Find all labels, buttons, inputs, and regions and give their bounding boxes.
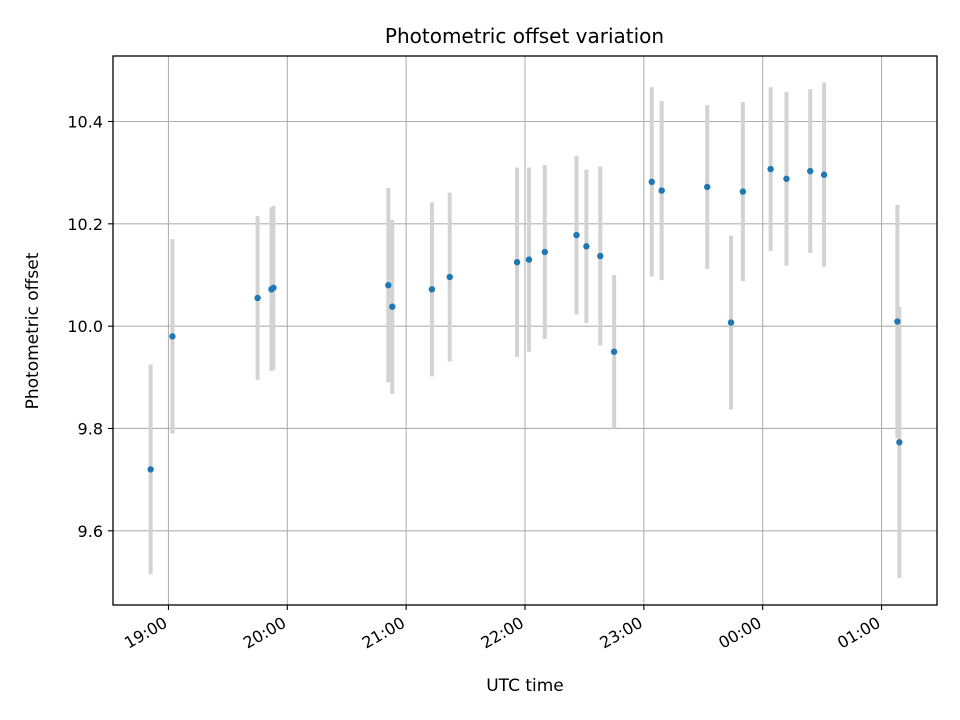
y-tick-label: 10.2: [67, 215, 103, 234]
y-axis-title: Photometric offset: [23, 252, 43, 409]
data-point: [389, 303, 396, 310]
data-point: [513, 258, 521, 266]
y-tick-label: 9.6: [78, 522, 103, 541]
x-axis-title: UTC time: [486, 676, 564, 696]
data-point: [894, 318, 901, 325]
data-point: [820, 171, 828, 178]
data-point: [597, 252, 604, 260]
data-point: [428, 286, 436, 293]
data-point: [896, 439, 903, 446]
data-point: [270, 284, 277, 291]
data-point: [739, 188, 747, 195]
data-point: [525, 256, 533, 263]
data-point: [767, 165, 774, 173]
data-point: [704, 183, 711, 191]
chart-title: Photometric offset variation: [385, 24, 664, 48]
data-point: [446, 273, 453, 281]
data-point: [807, 167, 814, 175]
data-point: [783, 175, 790, 182]
y-tick-label: 10.4: [67, 112, 103, 131]
data-point: [610, 348, 618, 355]
data-point: [147, 466, 154, 473]
data-point: [254, 294, 261, 302]
data-point: [648, 178, 655, 186]
grid-lines: [113, 56, 937, 605]
data-point: [573, 231, 580, 239]
data-point: [541, 248, 549, 256]
data-point: [727, 319, 735, 326]
data-point: [583, 243, 590, 250]
y-tick-label: 10.0: [67, 317, 103, 336]
y-axis-ticks: 9.6 9.8 10.0 10.2 10.4: [67, 112, 113, 541]
y-tick-label: 9.8: [78, 419, 103, 438]
data-points: [147, 165, 903, 473]
data-point: [658, 187, 665, 194]
data-point: [385, 282, 392, 289]
data-point: [169, 333, 176, 340]
